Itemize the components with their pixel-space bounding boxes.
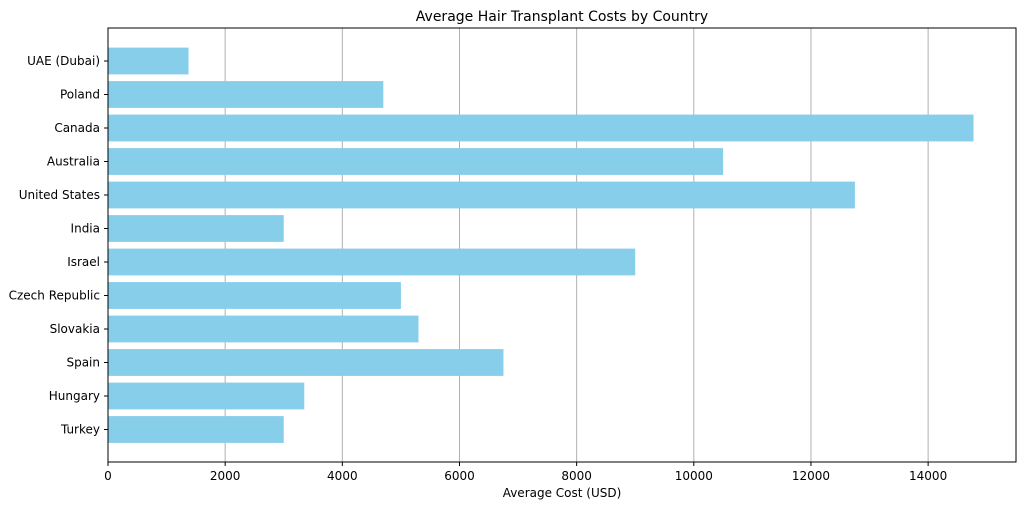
bar: [108, 382, 305, 410]
bars: [108, 47, 974, 443]
x-tick-label: 12000: [792, 469, 830, 483]
y-tick-label: Poland: [60, 88, 100, 102]
x-tick-label: 14000: [909, 469, 947, 483]
y-tick-label: Czech Republic: [9, 289, 100, 303]
y-tick-label: India: [71, 222, 100, 236]
x-axis-label: Average Cost (USD): [503, 486, 622, 500]
y-tick-label: Spain: [66, 356, 100, 370]
x-tick-label: 6000: [444, 469, 475, 483]
bar: [108, 148, 724, 175]
bar: [108, 47, 189, 75]
x-tick-label: 8000: [561, 469, 592, 483]
y-tick-label: Turkey: [60, 423, 100, 437]
x-tick-label: 2000: [210, 469, 241, 483]
y-tick-label: UAE (Dubai): [27, 54, 100, 68]
bar: [108, 81, 384, 108]
y-tick-label: Australia: [47, 155, 100, 169]
bar: [108, 349, 504, 376]
y-tick-label: Canada: [54, 121, 100, 135]
chart-title: Average Hair Transplant Costs by Country: [416, 9, 708, 25]
y-axis-ticks: UAE (Dubai) Poland Canada Australia United S…: [9, 54, 108, 437]
bar: [108, 181, 855, 209]
y-tick-label: Slovakia: [50, 322, 100, 336]
bar: [108, 248, 636, 276]
y-tick-label: Israel: [67, 255, 100, 269]
x-tick-label: 0: [104, 469, 112, 483]
bar: [108, 215, 284, 242]
plot-frame: [107, 27, 1017, 463]
bar: [108, 315, 419, 343]
x-axis-ticks: 0 2000 4000 6000 8000 10000 12000 14000: [104, 462, 947, 483]
y-tick-label: Hungary: [49, 389, 100, 403]
y-tick-label: United States: [19, 188, 100, 202]
bar: [108, 114, 974, 142]
x-tick-label: 10000: [675, 469, 713, 483]
bar: [108, 416, 284, 443]
bar: [108, 282, 401, 309]
x-tick-label: 4000: [327, 469, 358, 483]
